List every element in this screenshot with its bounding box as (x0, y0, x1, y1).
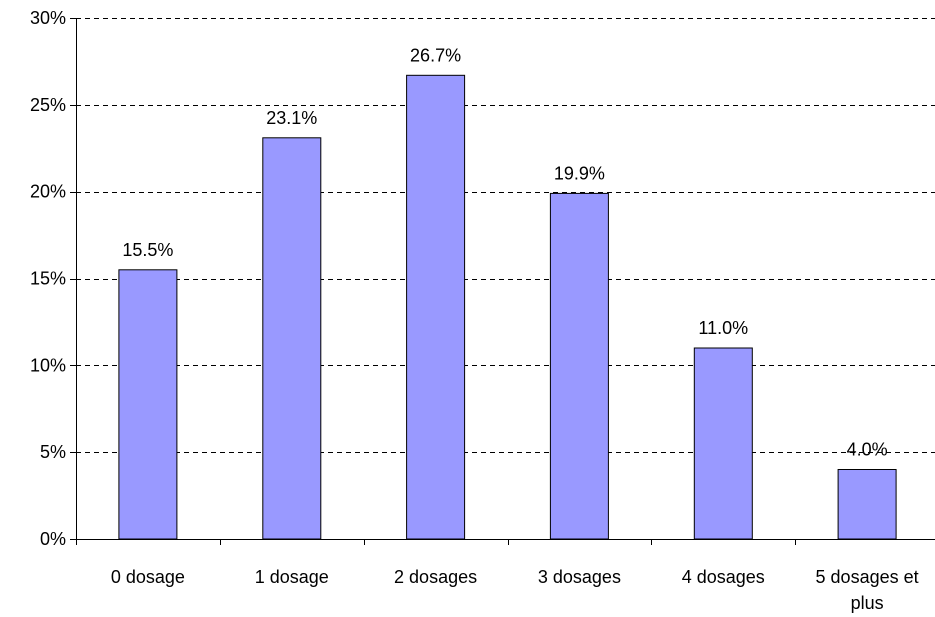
category-label: 4 dosages (682, 567, 765, 587)
data-label: 19.9% (554, 163, 605, 183)
category-labels: 0 dosage 1 dosage 2 dosages 3 dosages 4 dosa… (111, 567, 919, 613)
category-label: 0 dosage (111, 567, 185, 587)
bar (549, 192, 609, 540)
y-tick-labels: 0% 5% 10% 15% 20% 25% 30% (30, 8, 66, 549)
axes (70, 18, 935, 545)
data-label: 4.0% (847, 440, 888, 460)
bar (837, 469, 897, 540)
bar (262, 137, 322, 540)
category-label: 5 dosages et plus (816, 567, 919, 613)
category-label: 1 dosage (255, 567, 329, 587)
category-label: 2 dosages (394, 567, 477, 587)
y-tick-label: 15% (30, 269, 66, 289)
bars (118, 74, 897, 540)
data-labels: 15.5% 23.1% 26.7% 19.9% 11.0% 4.0% (122, 45, 887, 459)
data-label: 23.1% (266, 108, 317, 128)
y-tick-label: 0% (40, 529, 66, 549)
y-tick-label: 30% (30, 8, 66, 28)
data-label: 11.0% (698, 318, 748, 338)
data-label: 26.7% (410, 45, 461, 65)
y-tick-label: 5% (40, 442, 66, 462)
y-tick-label: 25% (30, 95, 66, 115)
bar (406, 74, 466, 540)
y-tick-label: 10% (30, 355, 66, 375)
bar (118, 269, 178, 540)
data-label: 15.5% (122, 240, 173, 260)
bar (693, 347, 753, 540)
y-tick-label: 20% (30, 182, 66, 202)
category-label: 3 dosages (538, 567, 621, 587)
gridlines (76, 18, 935, 453)
